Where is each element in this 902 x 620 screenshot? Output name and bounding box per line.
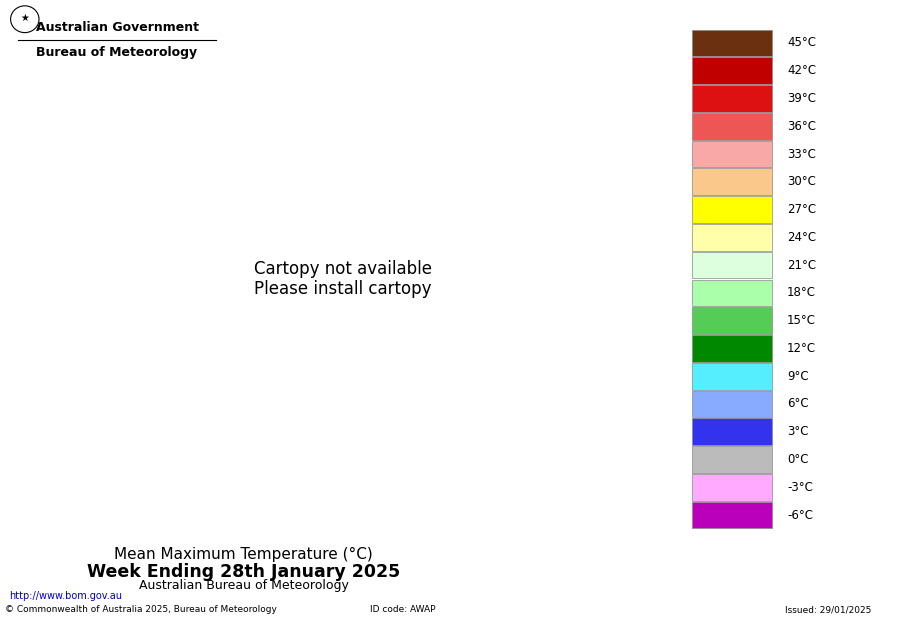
Text: 18°C: 18°C [787,286,816,299]
Bar [692,446,772,473]
Text: Issued: 29/01/2025: Issued: 29/01/2025 [785,605,871,614]
Bar [692,169,772,195]
Bar [692,391,772,417]
Bar [692,57,772,84]
Text: © Commonwealth of Australia 2025, Bureau of Meteorology: © Commonwealth of Australia 2025, Bureau… [5,605,276,614]
Text: 6°C: 6°C [787,397,808,410]
Bar [692,196,772,223]
Text: 36°C: 36°C [787,120,816,133]
Text: http://www.bom.gov.au: http://www.bom.gov.au [9,591,122,601]
Text: Cartopy not available
Please install cartopy: Cartopy not available Please install car… [253,260,432,298]
Text: 24°C: 24°C [787,231,816,244]
Text: 12°C: 12°C [787,342,816,355]
Text: Week Ending 28th January 2025: Week Ending 28th January 2025 [87,562,400,581]
Text: -6°C: -6°C [787,508,813,521]
Bar [692,85,772,112]
Bar [692,141,772,167]
Text: 30°C: 30°C [787,175,816,188]
Bar [692,502,772,528]
Text: ID code: AWAP: ID code: AWAP [370,605,436,614]
Text: Mean Maximum Temperature (°C): Mean Maximum Temperature (°C) [115,547,373,562]
Text: -3°C: -3°C [787,481,813,494]
Text: Bureau of Meteorology: Bureau of Meteorology [36,46,198,59]
Text: 27°C: 27°C [787,203,816,216]
Text: 39°C: 39°C [787,92,816,105]
Text: 33°C: 33°C [787,148,816,161]
Text: 9°C: 9°C [787,370,808,383]
Bar [692,308,772,334]
Bar [692,335,772,362]
Bar [692,252,772,278]
Text: 3°C: 3°C [787,425,808,438]
Bar [692,418,772,445]
Text: 45°C: 45°C [787,37,816,50]
Bar [692,363,772,389]
Bar [692,474,772,501]
Text: 15°C: 15°C [787,314,816,327]
Text: Australian Bureau of Meteorology: Australian Bureau of Meteorology [139,580,348,592]
Bar [692,113,772,140]
Text: 42°C: 42°C [787,64,816,77]
Bar [692,280,772,306]
Bar [692,224,772,250]
Text: 0°C: 0°C [787,453,808,466]
Text: Australian Government: Australian Government [36,22,199,34]
Text: 21°C: 21°C [787,259,816,272]
Bar [692,30,772,56]
Text: ★: ★ [21,13,29,23]
